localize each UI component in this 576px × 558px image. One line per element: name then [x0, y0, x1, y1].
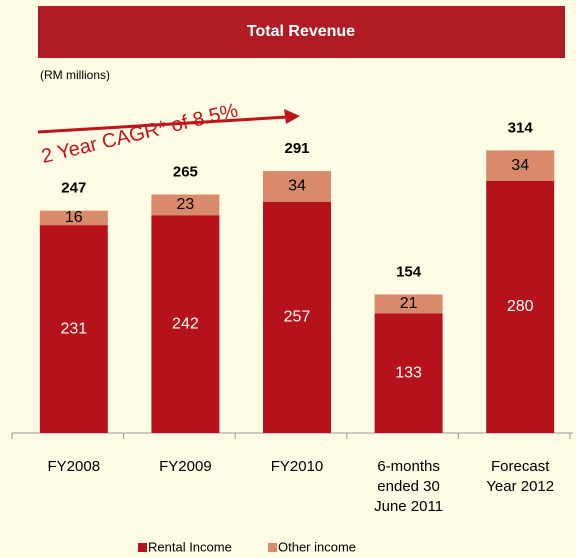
value-label: 21 — [400, 295, 418, 312]
legend-label: Rental Income — [148, 539, 232, 554]
legend-label: Other income — [278, 539, 356, 554]
cagr-arrow — [37, 115, 289, 134]
bar-segment — [151, 194, 220, 216]
bar-segment — [374, 313, 443, 433]
x-tick-label: FY2010 — [271, 458, 324, 475]
value-label: 257 — [284, 309, 311, 326]
x-tick-label: FY2009 — [159, 458, 212, 475]
chart-title: Total Revenue — [247, 23, 355, 40]
bar-segment — [263, 171, 331, 202]
value-label: 23 — [177, 196, 195, 213]
x-tick-label: FY2008 — [48, 458, 101, 475]
value-label: 34 — [288, 178, 306, 195]
total-label: 314 — [508, 119, 534, 136]
legend-swatch — [138, 543, 147, 552]
x-tick-label: Forecast Year 2012 — [486, 458, 554, 495]
value-label: 242 — [172, 315, 199, 332]
total-label: 265 — [173, 163, 198, 180]
bar-segment — [374, 294, 443, 314]
legend-swatch — [268, 543, 277, 552]
cagr-arrowhead — [284, 109, 300, 124]
bar-segment — [486, 181, 555, 433]
total-label: 247 — [61, 180, 86, 197]
value-label: 34 — [511, 157, 529, 174]
value-label: 231 — [60, 320, 87, 337]
cagr-annotation: 2 Year CAGR* of 8.5% — [39, 100, 240, 168]
bar-segment — [263, 201, 331, 433]
bar-segment — [151, 215, 220, 433]
total-label: 291 — [284, 140, 309, 157]
bar-segment — [39, 210, 108, 226]
value-label: 133 — [395, 364, 422, 381]
bar-segment — [486, 150, 555, 181]
bar-segment — [39, 225, 108, 433]
value-label: 16 — [65, 209, 83, 226]
total-label: 154 — [396, 263, 422, 280]
unit-label: (RM millions) — [40, 68, 110, 82]
annotation-group: 2 Year CAGR* of 8.5% — [39, 100, 240, 168]
x-tick-label: 6-months ended 30 June 2011 — [374, 458, 443, 515]
title-banner — [38, 6, 565, 58]
value-label: 280 — [507, 298, 534, 315]
